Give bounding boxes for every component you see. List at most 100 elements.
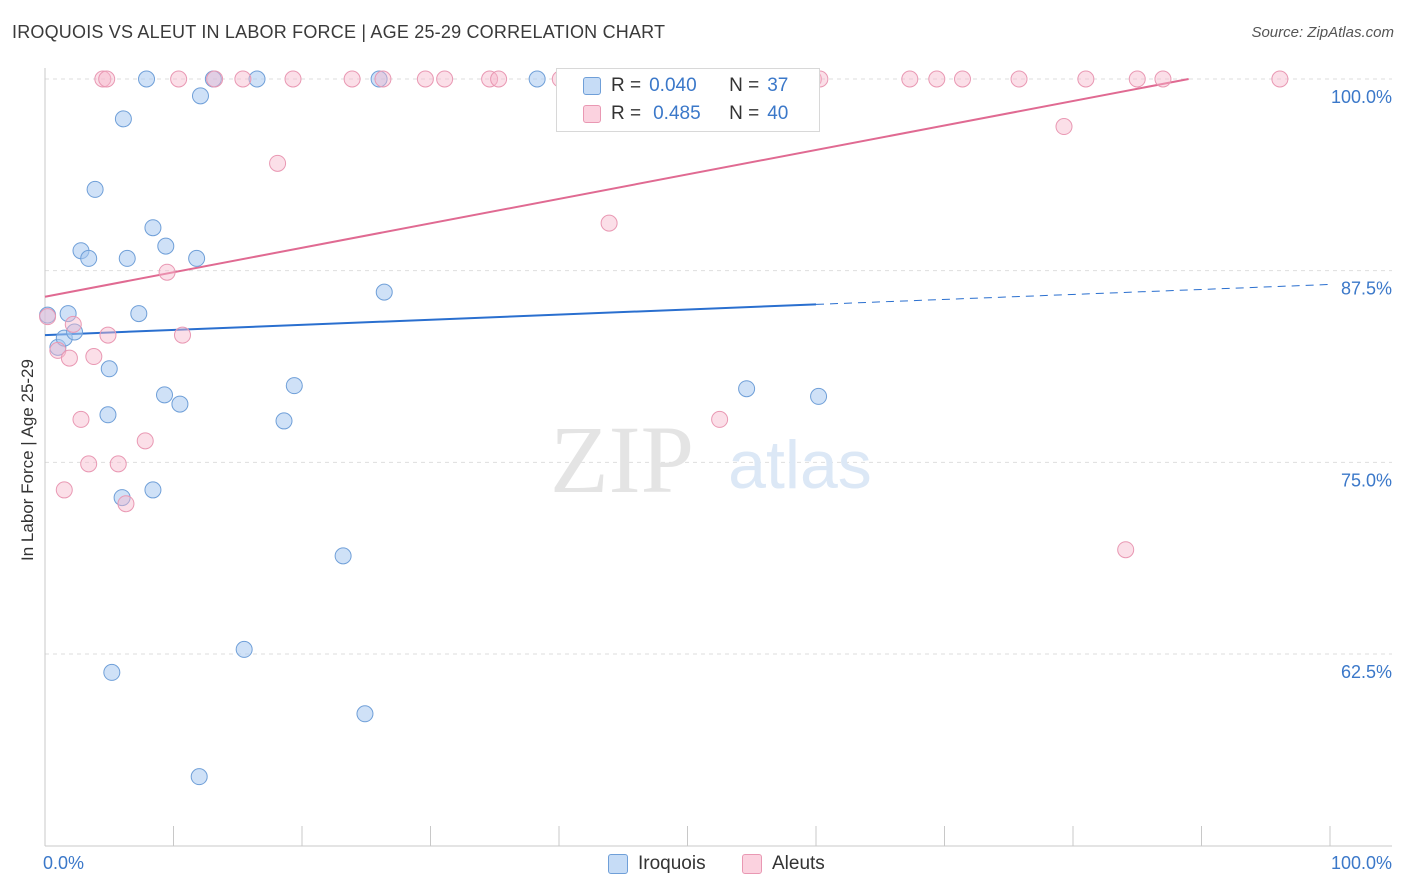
r-label: R = (611, 103, 642, 124)
data-points (39, 70, 1289, 786)
iroquois-n-value: 37 (767, 75, 789, 96)
watermark: ZIP atlas (550, 406, 872, 513)
aleuts-point (1010, 70, 1028, 88)
aleuts-point (109, 455, 127, 473)
aleuts-point (206, 70, 224, 88)
x-tick-labels: 0.0% 100.0% (43, 853, 1392, 873)
chart-title: IROQUOIS VS ALEUT IN LABOR FORCE | AGE 2… (12, 22, 666, 42)
iroquois-point (114, 110, 132, 128)
aleuts-point (94, 70, 112, 88)
iroquois-legend-label: Iroquois (638, 853, 706, 874)
iroquois-point (356, 705, 374, 723)
watermark-atlas: atlas (728, 427, 872, 503)
aleuts-point (436, 70, 454, 88)
iroquois-point (118, 249, 136, 267)
aleuts-point (1117, 541, 1135, 559)
iroquois-point (190, 768, 208, 786)
iroquois-point (156, 386, 174, 404)
iroquois-point (99, 406, 117, 424)
y-tick-label: 87.5% (1341, 279, 1392, 299)
iroquois-swatch (583, 77, 601, 95)
iroquois-trend-line (44, 303, 817, 337)
iroquois-point (86, 180, 104, 198)
axes (44, 68, 1392, 847)
iroquois-point (375, 283, 393, 301)
aleuts-point (953, 70, 971, 88)
aleuts-r-value: 0.485 (653, 103, 701, 124)
aleuts-point (1128, 70, 1146, 88)
iroquois-point (528, 70, 546, 88)
y-axis-label: In Labor Force | Age 25-29 (18, 359, 37, 561)
aleuts-point (1055, 118, 1073, 136)
iroquois-point (248, 70, 266, 88)
iroquois-point (275, 412, 293, 430)
legend-item-iroquois: Iroquois (608, 852, 706, 876)
iroquois-point (144, 219, 162, 237)
aleuts-point (85, 348, 103, 366)
aleuts-point (72, 410, 90, 428)
aleuts-point (234, 70, 252, 88)
iroquois-legend-swatch (608, 854, 628, 874)
aleuts-point (416, 70, 434, 88)
iroquois-point (188, 249, 206, 267)
iroquois-r-value: 0.040 (649, 75, 697, 96)
iroquois-point (235, 640, 253, 658)
aleuts-point (98, 70, 116, 88)
aleuts-point (99, 326, 117, 344)
aleuts-point (170, 70, 188, 88)
aleuts-point (269, 154, 287, 172)
y-tick-label: 75.0% (1341, 470, 1392, 490)
aleuts-point (158, 263, 176, 281)
aleuts-point (901, 70, 919, 88)
iroquois-point (144, 481, 162, 499)
aleuts-point (600, 214, 618, 232)
aleuts-point (284, 70, 302, 88)
aleuts-point (1077, 70, 1095, 88)
watermark-zip: ZIP (550, 406, 694, 513)
aleuts-point (60, 349, 78, 367)
iroquois-point (103, 663, 121, 681)
x-tick-label: 100.0% (1331, 853, 1392, 873)
aleuts-point (136, 432, 154, 450)
x-tick-label: 0.0% (43, 853, 84, 873)
aleuts-point (374, 70, 392, 88)
r-label: R = (611, 75, 642, 96)
iroquois-point (80, 249, 98, 267)
aleuts-point (711, 410, 729, 428)
aleuts-point (55, 481, 73, 499)
iroquois-point (59, 305, 77, 323)
iroquois-point (334, 547, 352, 565)
aleuts-point (1154, 70, 1172, 88)
aleuts-point (481, 70, 499, 88)
aleuts-point (173, 326, 191, 344)
aleuts-point (64, 315, 82, 333)
legend-row-aleuts: R = 0.485 N = 40 (583, 102, 788, 126)
n-label: N = (729, 75, 760, 96)
legend-item-aleuts: Aleuts (742, 852, 825, 876)
iroquois-trend-extension (815, 283, 1331, 305)
aleuts-point (1271, 70, 1289, 88)
aleuts-point (343, 70, 361, 88)
iroquois-point (738, 380, 756, 398)
aleuts-point (490, 70, 508, 88)
grid-lines (45, 78, 1392, 655)
iroquois-point (370, 70, 388, 88)
iroquois-point (130, 305, 148, 323)
y-tick-labels: 62.5% 75.0% 87.5% 100.0% (1331, 87, 1392, 682)
aleuts-swatch (583, 105, 601, 123)
aleuts-n-value: 40 (767, 103, 789, 124)
y-tick-label: 100.0% (1331, 87, 1392, 107)
n-label: N = (729, 103, 760, 124)
y-tick-label: 62.5% (1341, 662, 1392, 682)
iroquois-point (171, 395, 189, 413)
iroquois-point (100, 360, 118, 378)
iroquois-point (285, 377, 303, 395)
aleuts-point (80, 455, 98, 473)
aleuts-point (117, 495, 135, 513)
aleuts-point (928, 70, 946, 88)
iroquois-point (191, 87, 209, 105)
source-label: Source: ZipAtlas.com (1251, 24, 1394, 41)
stats-legend: R = 0.040 N = 37 R = 0.485 N = 40 (556, 68, 820, 132)
aleuts-legend-swatch (742, 854, 762, 874)
